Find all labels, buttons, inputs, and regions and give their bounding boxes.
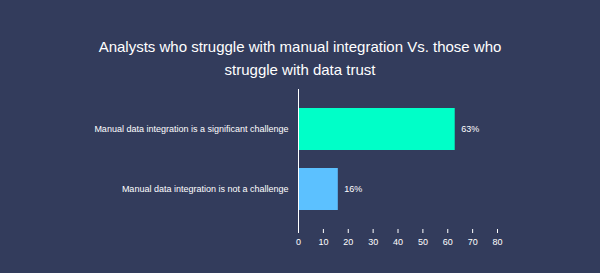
svg-text:Manual data integration is a s: Manual data integration is a significant…	[94, 124, 288, 134]
svg-text:16%: 16%	[344, 184, 362, 194]
svg-text:60: 60	[443, 237, 453, 247]
svg-text:0: 0	[296, 237, 301, 247]
svg-text:30: 30	[368, 237, 378, 247]
svg-text:80: 80	[492, 237, 502, 247]
html-text:Analysts who struggle with man: Analysts who struggle with manual integr…	[98, 38, 502, 78]
svg-text:Manual data integration is not: Manual data integration is not a challen…	[122, 184, 289, 194]
svg-text:40: 40	[393, 237, 403, 247]
svg-text:50: 50	[418, 237, 428, 247]
svg-text:70: 70	[468, 237, 478, 247]
svg-text:63%: 63%	[461, 124, 479, 134]
svg-text:20: 20	[343, 237, 353, 247]
svg-text:10: 10	[318, 237, 328, 247]
